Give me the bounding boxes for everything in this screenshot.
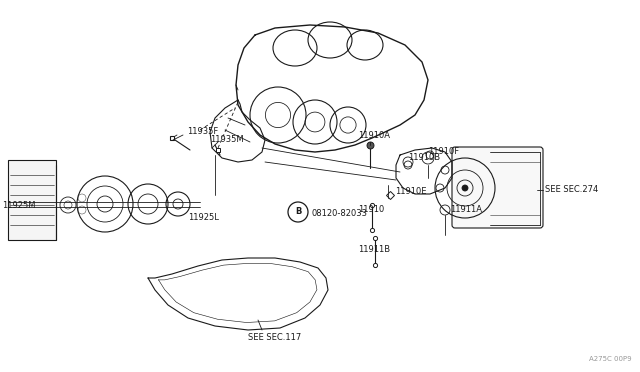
Text: SEE SEC.274: SEE SEC.274 bbox=[545, 186, 598, 195]
Text: B: B bbox=[295, 208, 301, 217]
Text: 11910: 11910 bbox=[358, 205, 384, 215]
Text: 11925L: 11925L bbox=[188, 214, 219, 222]
Text: 11935M: 11935M bbox=[210, 135, 244, 144]
Text: 11910E: 11910E bbox=[395, 187, 426, 196]
Circle shape bbox=[462, 185, 468, 191]
Text: 11910B: 11910B bbox=[408, 154, 440, 163]
FancyBboxPatch shape bbox=[452, 147, 543, 228]
Text: 11910A: 11910A bbox=[358, 131, 390, 140]
Text: A275C 00P9: A275C 00P9 bbox=[589, 356, 632, 362]
Bar bbox=[8, 160, 56, 240]
Text: SEE SEC.117: SEE SEC.117 bbox=[248, 334, 301, 343]
Text: 11911A: 11911A bbox=[450, 205, 482, 215]
Text: 11911B: 11911B bbox=[358, 246, 390, 254]
Text: 08120-82033: 08120-82033 bbox=[312, 208, 368, 218]
Text: 11935F: 11935F bbox=[187, 128, 218, 137]
Text: 11925M: 11925M bbox=[2, 201, 35, 209]
Text: 11910F: 11910F bbox=[428, 148, 459, 157]
